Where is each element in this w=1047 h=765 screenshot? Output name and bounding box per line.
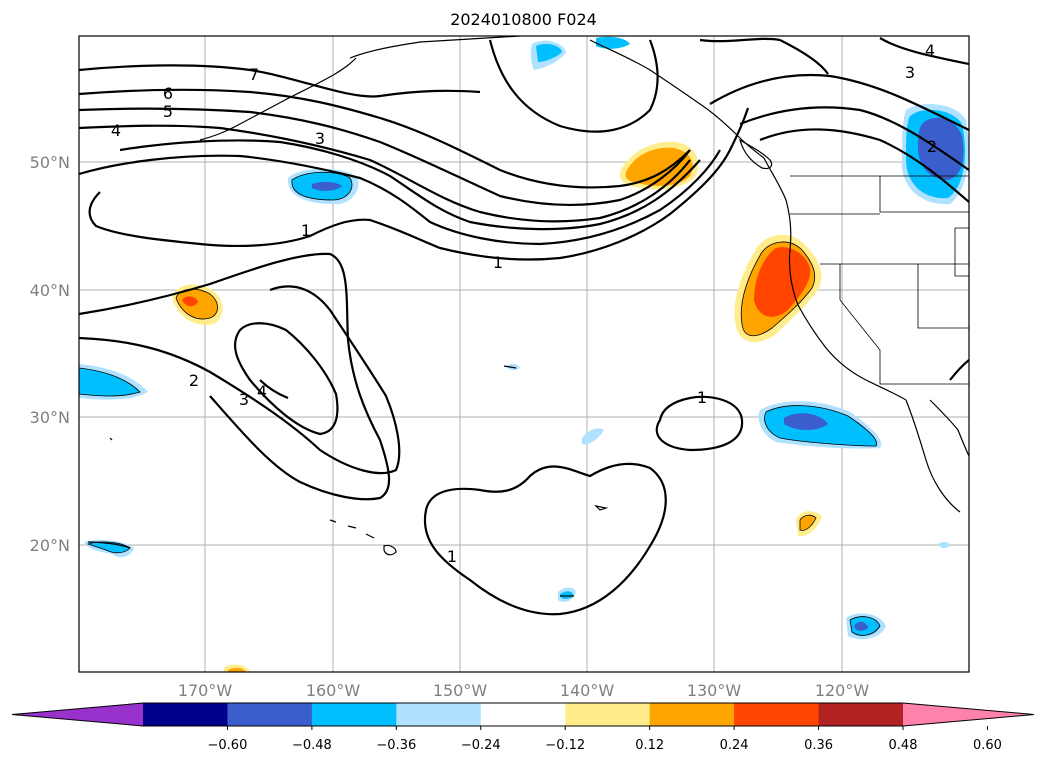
colorbar-tick-label: 0.12 <box>635 738 664 753</box>
colorbar-segment <box>480 703 566 726</box>
positive-anomaly-patches <box>172 141 822 672</box>
colorbar-segment <box>396 703 482 726</box>
contour-ne-ridge-2 <box>739 106 969 171</box>
colorbar-tick-label: −0.60 <box>208 738 248 753</box>
contour-label: 2 <box>927 137 937 156</box>
contour-label: 3 <box>905 63 915 82</box>
contour-4-inner <box>259 379 289 400</box>
lat-label: 30°N <box>30 408 70 427</box>
contour-label-group: 7 6 5 4 3 1 1 2 3 4 1 1 3 4 2 <box>111 41 937 566</box>
colorbar-segment <box>227 703 313 726</box>
contour-6 <box>79 88 691 189</box>
contour-1-tail <box>79 252 391 501</box>
contour-ne-ridge-3 <box>759 128 969 203</box>
colorbar-segment <box>311 703 397 726</box>
lon-label: 120°W <box>815 681 870 700</box>
contour-label: 4 <box>925 41 935 60</box>
contour-7-ne <box>879 37 969 66</box>
colorbar-tick-label: 0.48 <box>889 738 918 753</box>
colorbar-tick-label: 0.24 <box>720 738 749 753</box>
contour-label: 4 <box>111 121 121 140</box>
colorbar-segment <box>649 703 735 726</box>
contour-label: 1 <box>301 221 311 240</box>
colorbar-tick-label: −0.48 <box>292 738 332 753</box>
contour-3-loop <box>233 322 339 436</box>
mexico-coast <box>929 399 969 457</box>
contour-label: 2 <box>189 371 199 390</box>
contour-1-upper <box>88 107 750 261</box>
patch-outlines <box>79 171 881 636</box>
contour-north-loop <box>488 39 659 133</box>
colorbar-segment <box>565 703 651 726</box>
colorbar-segment <box>143 703 228 726</box>
colorbar-outline <box>11 702 1035 727</box>
lat-label: 20°N <box>30 536 70 555</box>
contour-2-tail <box>79 285 401 475</box>
contour-label: 6 <box>163 84 173 103</box>
colorbar-tick-label: 0.36 <box>804 738 833 753</box>
lon-label: 150°W <box>433 681 488 700</box>
contour-4 <box>79 124 691 223</box>
longitude-labels: 170°W 160°W 150°W 140°W 130°W 120°W <box>178 681 870 700</box>
contour-label: 1 <box>493 253 503 272</box>
contour-lines <box>79 37 969 616</box>
contour-1-east-closed <box>655 395 744 452</box>
map-area <box>79 36 969 672</box>
colorbar-segment <box>734 703 820 726</box>
colorbar-tick-label: −0.24 <box>461 738 501 753</box>
map-frame <box>78 35 970 673</box>
contour-label: 7 <box>249 65 259 84</box>
contour-label: 3 <box>315 129 325 148</box>
lon-label: 170°W <box>178 681 233 700</box>
alaska-coast <box>349 36 521 59</box>
us-state-borders <box>790 176 969 385</box>
contour-label: 4 <box>257 382 267 401</box>
contour-3 <box>119 139 701 231</box>
contour-se-edge <box>949 359 969 381</box>
lat-label: 40°N <box>30 281 70 300</box>
colorbar: −0.60 −0.48 −0.36 −0.24 −0.12 0.12 0.24 0.36 0.4… <box>11 702 1035 753</box>
coastlines <box>87 36 969 597</box>
colorbar-extend-max <box>903 703 1034 726</box>
vancouver-island <box>739 138 773 170</box>
lat-label: 50°N <box>30 153 70 172</box>
contour-label: 3 <box>239 390 249 409</box>
contour-ne-ridge-4 <box>779 39 829 75</box>
negative-anomaly-patches <box>79 36 969 640</box>
colorbar-tick-label: −0.36 <box>376 738 416 753</box>
hawaii-islands <box>329 519 397 556</box>
lon-label: 140°W <box>560 681 615 700</box>
contour-ne-top <box>699 37 781 43</box>
baja-california <box>905 399 961 513</box>
us-west-coast <box>763 157 907 401</box>
latitude-labels: 50°N 40°N 30°N 20°N <box>30 153 70 555</box>
contour-5 <box>79 107 691 207</box>
colorbar-segment <box>818 703 904 726</box>
contour-label: 1 <box>447 547 457 566</box>
se-alaska-bc-coast <box>589 39 765 159</box>
colorbar-tick-label: −0.12 <box>545 738 585 753</box>
lon-label: 160°W <box>306 681 361 700</box>
lon-label: 130°W <box>687 681 742 700</box>
contour-ne-ridge <box>709 73 969 131</box>
map-title: 2024010800 F024 <box>450 10 597 29</box>
contour-label: 5 <box>163 102 173 121</box>
contour-1-south-closed <box>423 462 667 616</box>
colorbar-extend-min <box>12 703 143 726</box>
contour-2 <box>79 149 721 246</box>
colorbar-tick-label: 0.60 <box>973 738 1002 753</box>
contour-7 <box>79 64 481 98</box>
contour-label: 1 <box>697 388 707 407</box>
